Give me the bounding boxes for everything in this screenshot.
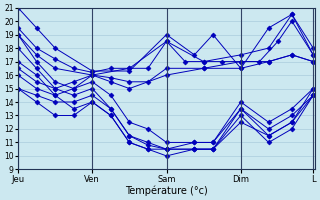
X-axis label: Température (°c): Température (°c) [125, 185, 208, 196]
